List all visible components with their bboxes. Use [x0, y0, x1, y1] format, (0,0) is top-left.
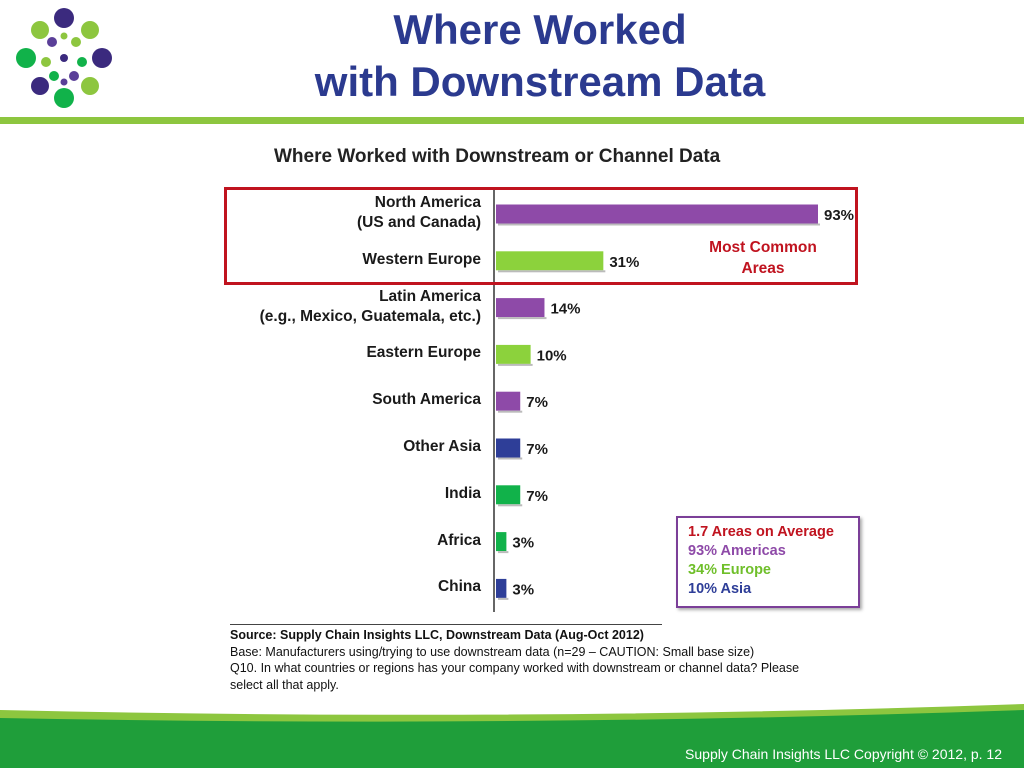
value-label-2: 14% [550, 301, 580, 318]
value-label-1: 31% [609, 254, 639, 271]
category-label-5: Other Asia [403, 438, 481, 455]
bar-shadow-7 [498, 551, 509, 554]
summary-box: 1.7 Areas on Average 93% Americas 34% Eu… [676, 516, 860, 608]
summary-asia: 10% Asia [688, 581, 752, 597]
source-line: Source: Supply Chain Insights LLC, Downs… [230, 628, 644, 642]
bar-shadow-0 [498, 223, 820, 226]
source-notes: Source: Supply Chain Insights LLC, Downs… [230, 627, 830, 693]
bar-shadow-6 [498, 504, 523, 507]
category-label-0: North America (US and Canada) [356, 194, 481, 231]
bar-5 [496, 438, 521, 458]
chart-title: Where Worked with Downstream or Channel … [274, 146, 721, 167]
category-label-1: Western Europe [362, 250, 481, 268]
value-label-5: 7% [526, 441, 548, 458]
value-label-4: 7% [526, 394, 548, 411]
slide-title-line1: Where Worked [393, 6, 687, 53]
bar-shadow-1 [498, 270, 606, 273]
bar-shadow-2 [498, 317, 547, 320]
title-divider [0, 117, 1024, 124]
bar-shadow-5 [498, 457, 523, 460]
value-label-7: 3% [512, 535, 534, 552]
footer-copyright: Supply Chain Insights LLC Copyright © 20… [685, 746, 1002, 762]
value-label-8: 3% [512, 581, 534, 598]
slide-title-line2: with Downstream Data [314, 58, 766, 105]
footer-band [0, 704, 1024, 768]
category-label-2: Latin America (e.g., Mexico, Guatemala, … [259, 287, 481, 325]
category-label-3: Eastern Europe [366, 344, 481, 362]
bar-shadow-4 [498, 410, 523, 413]
summary-average: 1.7 Areas on Average [688, 524, 834, 540]
bar-4 [496, 391, 521, 411]
bar-2 [496, 298, 545, 318]
value-label-6: 7% [526, 488, 548, 505]
value-label-0: 93% [824, 207, 854, 224]
category-label-6: India [444, 484, 481, 502]
bar-0 [496, 204, 818, 224]
company-logo-icon [16, 8, 112, 108]
bar-3 [496, 344, 531, 364]
bar-8 [496, 578, 507, 598]
category-label-8: China [437, 578, 481, 596]
value-label-3: 10% [537, 347, 567, 364]
bar-shadow-8 [498, 597, 509, 600]
base-line: Base: Manufacturers using/trying to use … [230, 644, 755, 659]
category-label-4: South America [372, 391, 481, 409]
bar-1 [496, 251, 604, 271]
source-divider [230, 624, 662, 625]
summary-europe: 34% Europe [688, 562, 771, 578]
bar-6 [496, 485, 521, 505]
bar-7 [496, 532, 507, 552]
summary-americas: 93% Americas [688, 543, 786, 559]
most-common-annotation: Most Common Areas [709, 239, 817, 277]
slide-title: Where Worked with Downstream Data [180, 4, 900, 108]
category-label-7: Africa [437, 531, 481, 549]
highlight-box [224, 187, 858, 285]
bar-shadow-3 [498, 363, 533, 366]
question-line: Q10. In what countries or regions has yo… [230, 661, 800, 692]
